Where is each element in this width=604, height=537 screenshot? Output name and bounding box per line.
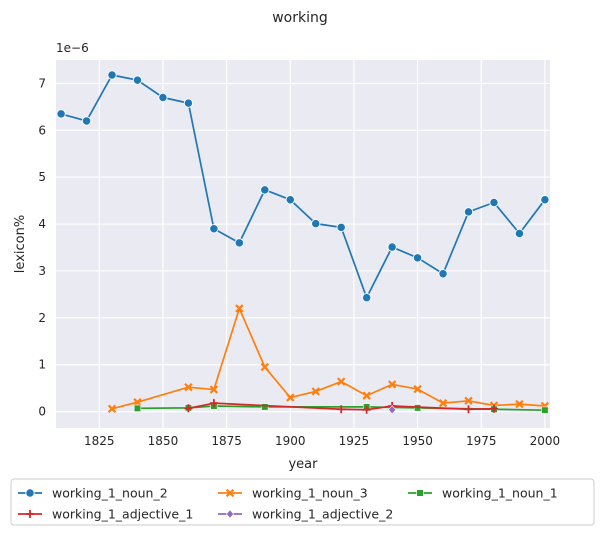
y-tick-label: 1 (38, 358, 46, 372)
data-point (285, 195, 295, 205)
data-point (337, 377, 346, 386)
y-tick-label: 7 (38, 76, 46, 90)
series-layer (56, 70, 550, 415)
x-tick-label: 1975 (466, 434, 497, 448)
y-scale-label: 1e−6 (56, 41, 89, 55)
y-tick-label: 6 (38, 123, 46, 137)
legend-label: working_1_noun_1 (442, 486, 558, 501)
data-point (133, 398, 142, 407)
data-point (540, 195, 550, 205)
data-point (336, 222, 346, 233)
data-point (362, 391, 371, 400)
data-point (362, 405, 371, 414)
data-point (413, 384, 422, 394)
data-point (260, 362, 269, 372)
x-tick-labels: 1825 1850 1875 1900 1925 1950 1975 2000 (84, 434, 560, 448)
data-point (235, 304, 244, 313)
data-point (132, 75, 143, 85)
data-point (464, 396, 473, 405)
data-point (234, 238, 244, 248)
data-point (514, 228, 525, 239)
data-point (438, 269, 448, 279)
y-tick-label: 4 (38, 217, 46, 231)
x-axis-label: year (288, 457, 318, 472)
data-point (184, 404, 193, 413)
legend-item: working_1_adjective_1 (18, 507, 193, 522)
data-point (260, 185, 270, 195)
data-point (489, 404, 498, 413)
data-point (286, 393, 295, 402)
data-point (438, 398, 448, 408)
data-point (209, 224, 219, 234)
legend-marker (26, 510, 34, 518)
data-point (183, 98, 194, 108)
y-tick-label: 5 (38, 170, 46, 184)
legend-label: working_1_noun_2 (52, 486, 168, 501)
data-point (133, 404, 142, 412)
x-tick-label: 1875 (211, 434, 242, 448)
series-working_1_adjective_2 (388, 405, 397, 415)
data-point (107, 70, 117, 80)
data-point (107, 404, 117, 413)
data-point (387, 380, 397, 389)
legend-label: working_1_adjective_2 (252, 507, 393, 522)
series-working_1_noun_2 (56, 70, 550, 303)
x-tick-label: 2000 (530, 434, 561, 448)
data-point (184, 383, 193, 392)
y-tick-label: 3 (38, 264, 46, 278)
x-tick-label: 1825 (84, 434, 115, 448)
chart-title: working (272, 10, 328, 26)
data-point (388, 405, 397, 415)
y-tick-label: 2 (38, 311, 46, 325)
plot-background (56, 60, 550, 428)
data-point (81, 116, 92, 126)
data-point (464, 405, 473, 414)
legend-label: working_1_adjective_1 (52, 507, 193, 522)
series-line (60, 74, 546, 299)
y-axis-label: lexicon% (13, 215, 28, 273)
legend-marker (25, 488, 35, 498)
legend-marker (225, 488, 235, 498)
legend-item: working_1_adjective_2 (218, 507, 393, 522)
legend-marker (416, 489, 424, 497)
data-point (261, 403, 269, 411)
legend-item: working_1_noun_3 (218, 486, 368, 501)
x-tick-label: 1950 (402, 434, 433, 448)
data-point (311, 387, 320, 396)
legend: working_1_noun_2 working_1_noun_3 working_… (10, 478, 595, 526)
series-working_1_noun_3 (107, 304, 550, 413)
data-point (311, 218, 321, 229)
x-tick-label: 1850 (148, 434, 179, 448)
data-point (362, 293, 372, 303)
data-point (387, 242, 397, 252)
data-point (412, 253, 423, 263)
data-point (158, 92, 168, 103)
series-working_1_adjective_1 (184, 399, 498, 414)
x-tick-label: 1900 (275, 434, 306, 448)
legend-frame (10, 478, 595, 526)
legend-label: working_1_noun_3 (252, 486, 368, 501)
x-tick-label: 1925 (339, 434, 370, 448)
legend-item: working_1_noun_2 (18, 486, 168, 501)
legend-item: working_1_noun_1 (408, 486, 558, 501)
y-tick-label: 0 (38, 405, 46, 419)
data-point (463, 207, 474, 217)
y-tick-labels: 0 1 2 3 4 5 6 7 (38, 76, 46, 418)
data-point (337, 405, 346, 414)
data-point (541, 406, 549, 414)
data-point (515, 399, 524, 409)
data-point (209, 399, 218, 408)
data-point (489, 197, 499, 208)
grid (56, 60, 550, 428)
legend-marker (226, 509, 234, 519)
data-point (56, 109, 66, 119)
data-point (209, 385, 219, 394)
